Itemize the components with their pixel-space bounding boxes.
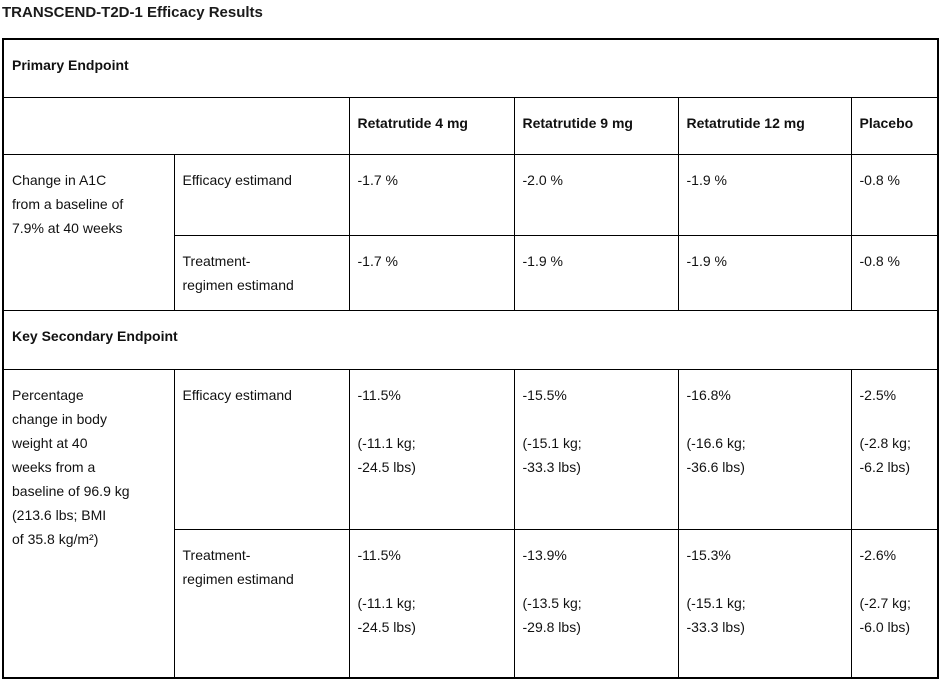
key-secondary-endpoint-section-row: Key Secondary Endpoint: [2, 309, 939, 370]
primary-endpoint-section-row: Primary Endpoint: [2, 38, 939, 98]
a1c-treatment-regimen-row: Treatment- regimen estimand -1.7 % -1.9 …: [3, 234, 939, 311]
a1c-treatment-value-placebo: -0.8 %: [850, 234, 939, 311]
efficacy-results-table: Primary Endpoint Retatrutide 4 mg Retatr…: [2, 38, 940, 679]
a1c-efficacy-value-4mg: -1.7 %: [348, 153, 515, 236]
weight-treatment-value-9mg: -13.9% (-13.5 kg; -29.8 lbs): [513, 528, 679, 679]
section-header-key-secondary-endpoint: Key Secondary Endpoint: [2, 309, 939, 370]
column-header-retatrutide-12mg: Retatrutide 12 mg: [677, 96, 852, 155]
weight-efficacy-estimand-label: Efficacy estimand: [173, 368, 350, 530]
weight-treatment-regimen-row: Treatment- regimen estimand -11.5% (-11.…: [3, 528, 939, 679]
a1c-treatment-value-4mg: -1.7 %: [348, 234, 515, 311]
column-header-retatrutide-9mg: Retatrutide 9 mg: [513, 96, 679, 155]
weight-efficacy-value-9mg: -15.5% (-15.1 kg; -33.3 lbs): [513, 368, 679, 530]
weight-efficacy-value-12mg: -16.8% (-16.6 kg; -36.6 lbs): [677, 368, 852, 530]
section-header-primary-endpoint: Primary Endpoint: [2, 38, 939, 98]
endpoint-desc-a1c: Change in A1C from a baseline of 7.9% at…: [2, 153, 175, 311]
endpoint-desc-body-weight: Percentage change in body weight at 40 w…: [2, 368, 175, 679]
weight-treatment-estimand-label: Treatment- regimen estimand: [173, 528, 350, 679]
column-header-row: Retatrutide 4 mg Retatrutide 9 mg Retatr…: [2, 96, 939, 155]
weight-treatment-value-placebo: -2.6% (-2.7 kg; -6.0 lbs): [850, 528, 939, 679]
a1c-treatment-value-9mg: -1.9 %: [513, 234, 679, 311]
a1c-efficacy-row: Change in A1C from a baseline of 7.9% at…: [2, 153, 939, 311]
a1c-efficacy-value-12mg: -1.9 %: [677, 153, 852, 236]
a1c-efficacy-estimand-label: Efficacy estimand: [173, 153, 350, 236]
column-header-placebo: Placebo: [850, 96, 939, 155]
column-header-retatrutide-4mg: Retatrutide 4 mg: [348, 96, 515, 155]
a1c-treatment-estimand-label: Treatment- regimen estimand: [173, 234, 350, 311]
a1c-efficacy-value-9mg: -2.0 %: [513, 153, 679, 236]
a1c-treatment-value-12mg: -1.9 %: [677, 234, 852, 311]
weight-efficacy-row: Percentage change in body weight at 40 w…: [2, 368, 939, 679]
page-title: TRANSCEND-T2D-1 Efficacy Results: [2, 4, 263, 21]
weight-efficacy-value-placebo: -2.5% (-2.8 kg; -6.2 lbs): [850, 368, 939, 530]
weight-treatment-value-12mg: -15.3% (-15.1 kg; -33.3 lbs): [677, 528, 852, 679]
weight-treatment-value-4mg: -11.5% (-11.1 kg; -24.5 lbs): [348, 528, 515, 679]
a1c-efficacy-value-placebo: -0.8 %: [850, 153, 939, 236]
header-empty-cell: [2, 96, 350, 155]
weight-efficacy-value-4mg: -11.5% (-11.1 kg; -24.5 lbs): [348, 368, 515, 530]
